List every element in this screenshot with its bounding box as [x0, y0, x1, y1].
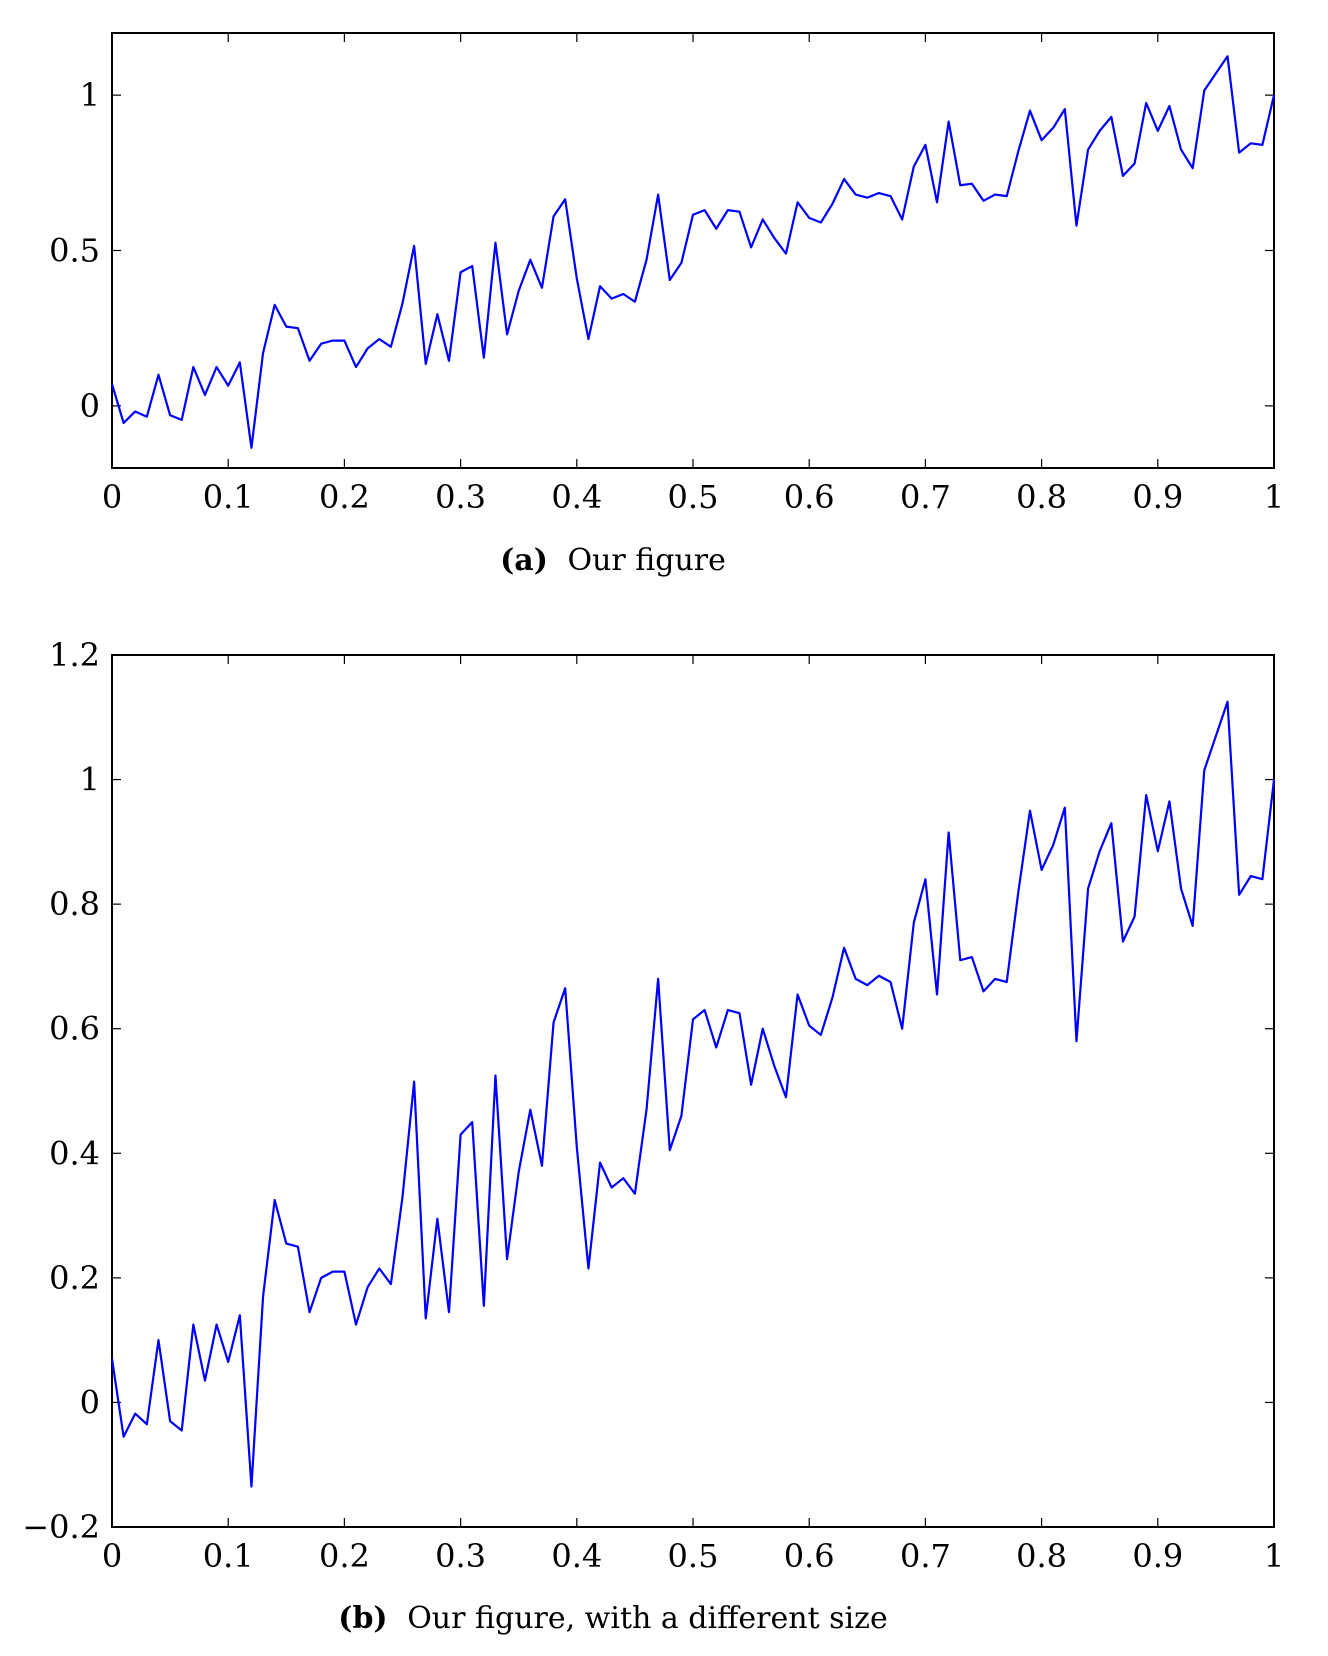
chart-a-xtick-label: 1 — [1264, 478, 1284, 516]
chart-a-xtick-label: 0.3 — [435, 478, 486, 516]
chart-b-ticks — [111, 654, 1275, 1528]
chart-a-ytick-label: 1 — [80, 76, 100, 114]
chart-a-xtick-label: 0.9 — [1132, 478, 1183, 516]
chart-a-tick-labels: 0 0.1 0.2 0.3 0.4 0.5 0.6 0.7 0.8 0.9 1 0 0.5 1 — [49, 76, 1284, 516]
chart-a-xtick-label: 0.8 — [1016, 478, 1067, 516]
chart-a-xtick-label: 0.6 — [784, 478, 835, 516]
chart-b-ytick-label: 1.2 — [49, 636, 100, 674]
chart-a-caption-text: Our figure — [567, 543, 725, 578]
chart-b-caption-text: Our figure, with a different size — [407, 1601, 888, 1636]
chart-b-ytick-label: −0.2 — [22, 1508, 100, 1546]
chart-b-ytick-label: 0.2 — [49, 1259, 100, 1297]
chart-b-ytick-label: 1 — [80, 761, 100, 799]
chart-b-xtick-label: 0.1 — [203, 1537, 254, 1575]
chart-a-plot-frame — [111, 32, 1275, 469]
chart-b-xtick-label: 0.7 — [900, 1537, 951, 1575]
chart-a-xtick-label: 0.4 — [551, 478, 602, 516]
chart-a: 0 0.1 0.2 0.3 0.4 0.5 0.6 0.7 0.8 0.9 1 0 0.5 1 (a) O… — [49, 32, 1284, 578]
chart-b-ytick-label: 0.6 — [49, 1010, 100, 1048]
chart-b-caption: (b) Our figure, with a different size — [338, 1601, 887, 1636]
chart-b-caption-label: (b) — [338, 1601, 387, 1636]
chart-b-xtick-label: 0.4 — [551, 1537, 602, 1575]
chart-a-xtick-label: 0.7 — [900, 478, 951, 516]
chart-b-series-line — [110, 700, 1276, 1488]
chart-b-xtick-label: 0.5 — [668, 1537, 719, 1575]
chart-b: 0 0.1 0.2 0.3 0.4 0.5 0.6 0.7 0.8 0.9 1−0.200.20.4… — [22, 636, 1284, 1636]
chart-a-xtick-label: 0.2 — [319, 478, 370, 516]
chart-a-xtick-label: 0 — [102, 478, 122, 516]
chart-a-caption: (a) Our figure — [500, 543, 726, 578]
chart-b-ytick-label: 0.8 — [49, 885, 100, 923]
chart-b-xtick-label: 0.9 — [1132, 1537, 1183, 1575]
chart-a-caption-label: (a) — [500, 543, 548, 578]
chart-b-ytick-label: 0.4 — [49, 1134, 100, 1172]
chart-a-ytick-label: 0.5 — [49, 232, 100, 270]
chart-a-series-line — [110, 55, 1276, 449]
chart-b-xtick-label: 0.8 — [1016, 1537, 1067, 1575]
chart-b-tick-labels: 0 0.1 0.2 0.3 0.4 0.5 0.6 0.7 0.8 0.9 1−0.200.20.4… — [22, 636, 1284, 1575]
chart-b-xtick-label: 0.6 — [784, 1537, 835, 1575]
chart-b-ytick-label: 0 — [80, 1383, 100, 1421]
chart-b-xtick-label: 0.3 — [435, 1537, 486, 1575]
chart-b-plot-frame — [111, 654, 1275, 1528]
chart-b-xtick-label: 0 — [102, 1537, 122, 1575]
chart-a-ticks — [111, 33, 1275, 468]
chart-a-xtick-label: 0.5 — [668, 478, 719, 516]
chart-b-xtick-label: 0.2 — [319, 1537, 370, 1575]
chart-a-ytick-label: 0 — [80, 387, 100, 425]
chart-a-xtick-label: 0.1 — [203, 478, 254, 516]
chart-b-xtick-label: 1 — [1264, 1537, 1284, 1575]
